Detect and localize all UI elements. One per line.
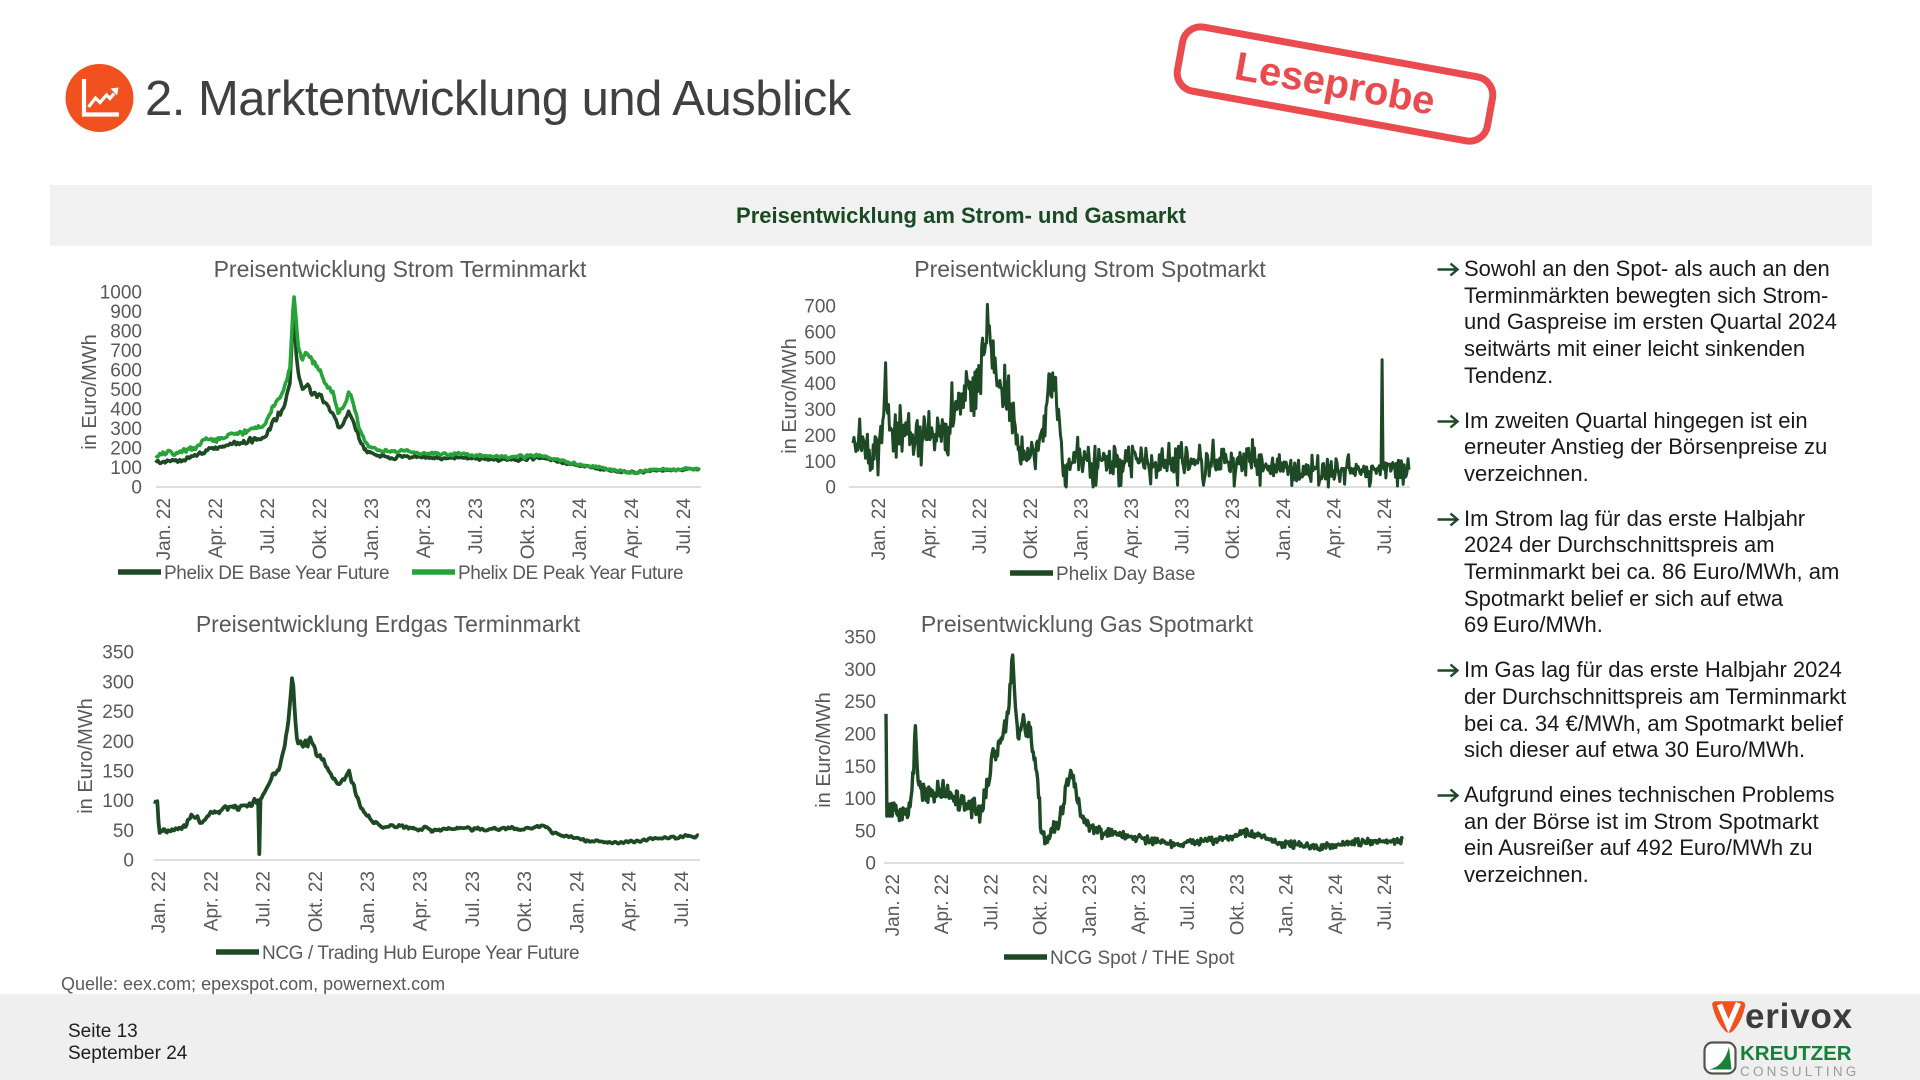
- svg-text:Jan. 22: Jan. 22: [149, 871, 170, 933]
- svg-text:NCG / Trading Hub Europe Year: NCG / Trading Hub Europe Year Future: [262, 943, 579, 964]
- svg-text:400: 400: [110, 400, 142, 421]
- svg-text:50: 50: [113, 821, 134, 842]
- svg-text:700: 700: [804, 297, 836, 318]
- svg-text:in Euro/MWh: in Euro/MWh: [813, 692, 835, 808]
- svg-text:0: 0: [825, 478, 836, 499]
- svg-text:Apr. 22: Apr. 22: [920, 498, 941, 558]
- svg-text:Okt. 22: Okt. 22: [306, 871, 327, 932]
- svg-text:Jan. 23: Jan. 23: [358, 871, 379, 933]
- svg-text:in Euro/MWh: in Euro/MWh: [779, 338, 801, 454]
- svg-text:Apr. 24: Apr. 24: [1324, 498, 1345, 559]
- svg-text:Jul. 23: Jul. 23: [463, 871, 484, 927]
- svg-text:Apr. 22: Apr. 22: [932, 874, 953, 934]
- svg-text:Jan. 24: Jan. 24: [567, 871, 588, 934]
- svg-text:Apr. 23: Apr. 23: [1129, 874, 1150, 934]
- svg-text:900: 900: [110, 302, 142, 323]
- svg-text:100: 100: [844, 789, 876, 810]
- svg-text:100: 100: [110, 458, 142, 479]
- svg-text:Jul. 23: Jul. 23: [1178, 874, 1199, 930]
- svg-text:Jul. 24: Jul. 24: [1375, 874, 1396, 930]
- svg-text:100: 100: [804, 452, 836, 473]
- svg-text:300: 300: [102, 672, 134, 693]
- svg-text:200: 200: [110, 439, 142, 460]
- svg-text:Jan. 23: Jan. 23: [362, 498, 383, 560]
- svg-text:Apr. 22: Apr. 22: [201, 871, 222, 931]
- svg-text:Apr. 23: Apr. 23: [411, 871, 432, 931]
- svg-text:in Euro/MWh: in Euro/MWh: [75, 698, 97, 814]
- svg-text:Jan. 24: Jan. 24: [1277, 874, 1298, 937]
- svg-text:Okt. 22: Okt. 22: [310, 498, 331, 559]
- svg-text:NCG Spot / THE Spot: NCG Spot / THE Spot: [1050, 948, 1235, 969]
- svg-text:Apr. 24: Apr. 24: [622, 498, 643, 559]
- svg-text:0: 0: [123, 851, 134, 872]
- svg-text:KREUTZER: KREUTZER: [1740, 1042, 1852, 1065]
- svg-text:Preisentwicklung Erdgas Termin: Preisentwicklung Erdgas Terminmarkt: [196, 611, 581, 637]
- svg-text:Jan. 23: Jan. 23: [1071, 498, 1092, 560]
- svg-text:Phelix DE Peak Year Future: Phelix DE Peak Year Future: [458, 563, 683, 584]
- svg-text:350: 350: [844, 628, 876, 649]
- svg-text:Okt. 23: Okt. 23: [518, 498, 539, 559]
- svg-text:200: 200: [102, 732, 134, 753]
- svg-text:500: 500: [110, 380, 142, 401]
- svg-text:300: 300: [110, 419, 142, 440]
- svg-text:Apr. 22: Apr. 22: [206, 498, 227, 558]
- svg-text:Jul. 22: Jul. 22: [981, 874, 1002, 930]
- svg-text:800: 800: [110, 322, 142, 343]
- svg-text:Jul. 22: Jul. 22: [970, 498, 991, 554]
- svg-text:in Euro/MWh: in Euro/MWh: [79, 334, 101, 450]
- svg-text:Okt. 23: Okt. 23: [1223, 498, 1244, 559]
- svg-text:Okt. 23: Okt. 23: [515, 871, 536, 932]
- svg-text:Jan. 24: Jan. 24: [570, 498, 591, 561]
- svg-text:400: 400: [804, 374, 836, 395]
- svg-text:Okt. 22: Okt. 22: [1021, 498, 1042, 559]
- svg-text:Jul. 23: Jul. 23: [466, 498, 487, 554]
- svg-text:Phelix Day Base: Phelix Day Base: [1056, 564, 1195, 585]
- svg-text:250: 250: [844, 692, 876, 713]
- svg-text:Preisentwicklung Strom Spotmar: Preisentwicklung Strom Spotmarkt: [914, 256, 1266, 282]
- svg-text:1000: 1000: [100, 283, 142, 304]
- svg-text:CONSULTING: CONSULTING: [1740, 1064, 1860, 1079]
- svg-text:250: 250: [102, 702, 134, 723]
- svg-text:200: 200: [804, 426, 836, 447]
- svg-text:600: 600: [804, 323, 836, 344]
- svg-text:0: 0: [865, 854, 876, 875]
- svg-text:Jan. 22: Jan. 22: [154, 498, 175, 560]
- svg-text:0: 0: [131, 478, 142, 499]
- svg-text:Jan. 22: Jan. 22: [883, 874, 904, 936]
- svg-text:Okt. 22: Okt. 22: [1031, 874, 1052, 935]
- svg-text:erivox: erivox: [1745, 998, 1853, 1036]
- svg-text:Phelix DE Base Year Future: Phelix DE Base Year Future: [164, 563, 389, 584]
- svg-text:700: 700: [110, 341, 142, 362]
- svg-text:Jul. 24: Jul. 24: [674, 498, 695, 554]
- svg-text:500: 500: [804, 348, 836, 369]
- svg-text:Apr. 24: Apr. 24: [1326, 874, 1347, 935]
- svg-text:600: 600: [110, 361, 142, 382]
- svg-text:150: 150: [844, 757, 876, 778]
- svg-text:Preisentwicklung Strom Terminm: Preisentwicklung Strom Terminmarkt: [214, 256, 587, 282]
- svg-text:Jan. 23: Jan. 23: [1080, 874, 1101, 936]
- svg-text:Apr. 24: Apr. 24: [620, 871, 641, 932]
- svg-text:Jan. 24: Jan. 24: [1274, 498, 1295, 561]
- svg-text:Jul. 23: Jul. 23: [1173, 498, 1194, 554]
- svg-text:Apr. 23: Apr. 23: [1122, 498, 1143, 558]
- svg-text:Jul. 24: Jul. 24: [672, 871, 693, 927]
- svg-text:Apr. 23: Apr. 23: [414, 498, 435, 558]
- svg-text:Jul. 24: Jul. 24: [1375, 498, 1396, 554]
- svg-text:200: 200: [844, 725, 876, 746]
- svg-text:Jan. 22: Jan. 22: [869, 498, 890, 560]
- svg-text:300: 300: [804, 400, 836, 421]
- svg-text:100: 100: [102, 791, 134, 812]
- svg-text:300: 300: [844, 660, 876, 681]
- svg-text:Okt. 23: Okt. 23: [1227, 874, 1248, 935]
- svg-text:Jul. 22: Jul. 22: [258, 498, 279, 554]
- svg-text:150: 150: [102, 762, 134, 783]
- svg-text:Preisentwicklung Gas Spotmarkt: Preisentwicklung Gas Spotmarkt: [921, 611, 1254, 637]
- svg-text:Jul. 22: Jul. 22: [254, 871, 275, 927]
- svg-text:350: 350: [102, 643, 134, 664]
- svg-text:50: 50: [855, 821, 876, 842]
